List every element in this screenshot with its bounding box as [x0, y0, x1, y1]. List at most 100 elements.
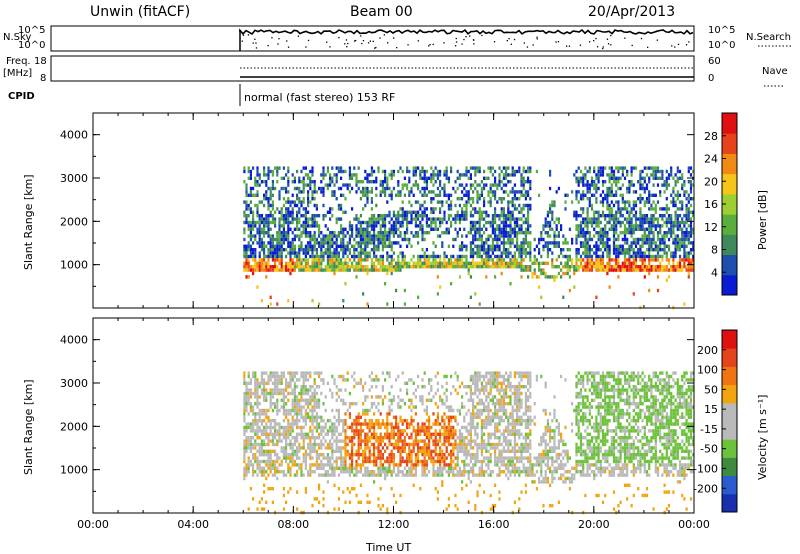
heatmap-cell [601, 173, 605, 177]
heatmap-cell [500, 210, 503, 214]
heatmap-cell [375, 432, 378, 436]
heatmap-cell [318, 254, 321, 259]
heatmap-cell [685, 207, 688, 211]
heatmap-cell [395, 415, 398, 419]
heatmap-cell [346, 265, 349, 269]
heatmap-cell [346, 254, 349, 259]
heatmap-cell [267, 459, 270, 464]
heatmap-cell [320, 237, 323, 242]
heatmap-cell [265, 436, 268, 440]
heatmap-cell [302, 374, 305, 379]
heatmap-cell [670, 166, 673, 170]
heatmap-cell [390, 190, 393, 194]
heatmap-cell [408, 265, 411, 269]
heatmap-cell [381, 220, 384, 225]
heatmap-cell [599, 237, 602, 242]
heatmap-cell [650, 231, 653, 235]
heatmap-cell [491, 183, 494, 187]
heatmap-cell [265, 268, 268, 272]
heatmap-cell [480, 227, 483, 231]
heatmap-cell [252, 214, 255, 218]
heatmap-cell [632, 265, 635, 269]
heatmap-cell [399, 207, 402, 211]
heatmap-cell [480, 193, 483, 197]
heatmap-cell [313, 439, 316, 443]
heatmap-cell [267, 220, 270, 225]
heatmap-cell [430, 166, 433, 170]
heatmap-cell [496, 258, 499, 262]
heatmap-cell [326, 254, 329, 259]
heatmap-cell [322, 258, 325, 262]
heatmap-cell [626, 258, 629, 262]
heatmap-cell [414, 231, 417, 235]
heatmap-cell [379, 234, 382, 238]
heatmap-cell [329, 466, 332, 470]
heatmap-cell [324, 251, 327, 255]
heatmap-cell [410, 210, 413, 214]
heatmap-cell [476, 190, 479, 194]
heatmap-cell [364, 220, 367, 225]
heatmap-cell [447, 176, 450, 180]
heatmap-cell [447, 193, 450, 197]
heatmap-cell [423, 231, 426, 235]
heatmap-cell [498, 214, 501, 218]
heatmap-cell [648, 197, 651, 201]
heatmap-cell [298, 244, 301, 248]
heatmap-cell [667, 261, 671, 265]
heatmap-cell [445, 193, 448, 197]
heatmap-cell [458, 173, 461, 177]
nsearch-dot [254, 38, 256, 40]
heatmap-cell [245, 203, 248, 208]
heatmap-cell [582, 251, 585, 255]
heatmap-cell [333, 466, 336, 470]
heatmap-cell [282, 398, 285, 402]
heatmap-cell [243, 237, 246, 242]
heatmap-cell [401, 210, 404, 214]
heatmap-cell [289, 265, 292, 269]
heatmap-cell [593, 217, 596, 221]
heatmap-cell [252, 442, 255, 447]
heatmap-cell [366, 439, 369, 443]
heatmap-cell [615, 237, 618, 242]
heatmap-cell [247, 207, 250, 211]
heatmap-cell [601, 254, 605, 259]
heatmap-cell [313, 378, 316, 382]
heatmap-cell [311, 169, 314, 174]
heatmap-cell [269, 453, 272, 457]
heatmap-cell [351, 459, 354, 464]
heatmap-cell [689, 183, 693, 187]
heatmap-cell [656, 217, 660, 221]
heatmap-cell [375, 395, 378, 399]
heatmap-cell [630, 166, 633, 170]
heatmap-cell [258, 412, 261, 416]
heatmap-cell [626, 251, 629, 255]
nsearch-dot [344, 43, 346, 45]
heatmap-cell [267, 419, 270, 423]
heatmap-cell [269, 302, 272, 306]
heatmap-cell [401, 220, 404, 225]
heatmap-cell [329, 442, 332, 447]
heatmap-cell [522, 251, 525, 255]
heatmap-cell [313, 244, 316, 248]
heatmap-cell [333, 432, 336, 436]
heatmap-cell [256, 166, 259, 170]
heatmap-cell [392, 470, 395, 474]
heatmap-cell [414, 173, 417, 177]
heatmap-cell [392, 453, 395, 457]
heatmap-cell [309, 234, 312, 238]
heatmap-cell [489, 224, 492, 228]
heatmap-cell [630, 207, 633, 211]
heatmap-cell [601, 231, 605, 235]
nsearch-label: N.Search [746, 32, 791, 43]
heatmap-cell [414, 224, 417, 228]
heatmap-cell [291, 200, 294, 204]
heatmap-cell [331, 241, 334, 245]
heatmap-cell [368, 473, 371, 477]
heatmap-cell [276, 459, 279, 464]
heatmap-cell [344, 453, 347, 457]
nsearch-dot [455, 41, 458, 43]
heatmap-cell [366, 176, 369, 180]
heatmap-cell [652, 173, 655, 177]
heatmap-cell [678, 220, 682, 225]
heatmap-cell [260, 258, 263, 262]
